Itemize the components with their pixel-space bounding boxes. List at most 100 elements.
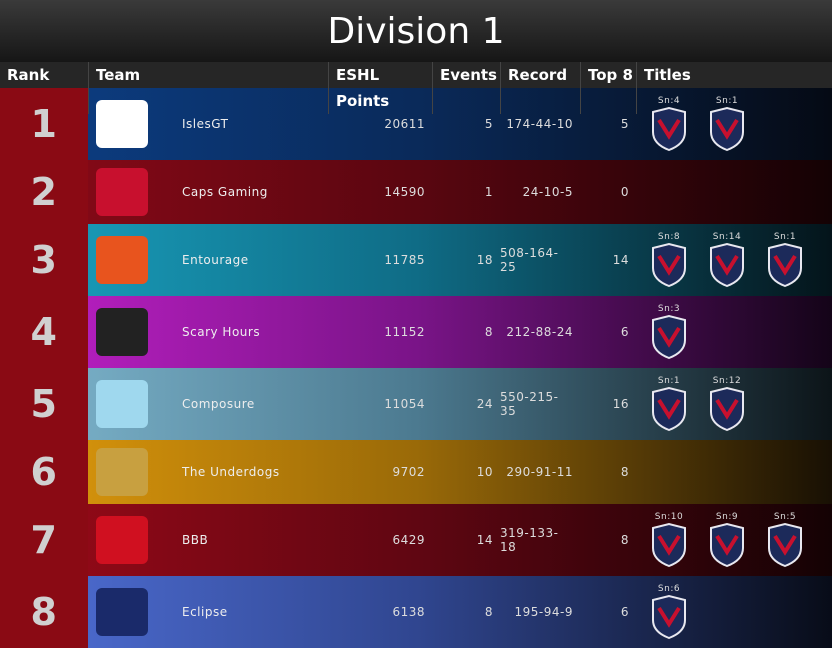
team-name: The Underdogs — [182, 465, 280, 479]
team-row: 2 Caps Gaming 14590 1 24-10-5 0 — [0, 160, 832, 224]
team-row: 3 Entourage 11785 18 508-164-25 14 Sn:8 Sn:14 Sn… — [0, 224, 832, 296]
team-name: Composure — [182, 397, 255, 411]
events: 24 — [476, 397, 493, 411]
eshl-points: 11785 — [384, 253, 425, 267]
team-logo — [96, 236, 148, 284]
team-cell: IslesGT — [88, 88, 328, 160]
titles — [636, 440, 832, 504]
trophy-icon — [710, 106, 744, 152]
record: 195-94-9 — [514, 605, 573, 619]
season-label: Sn:4 — [657, 96, 681, 106]
events: 1 — [484, 185, 493, 199]
team-row: 4 Scary Hours 11152 8 212-88-24 6 Sn:3 — [0, 296, 832, 368]
column-header: Events — [432, 62, 500, 114]
season-label: Sn:9 — [715, 512, 739, 522]
top-8: 5 — [620, 117, 629, 131]
team-name: Caps Gaming — [182, 185, 268, 199]
eshl-points: 6429 — [392, 533, 425, 547]
events: 5 — [484, 117, 493, 131]
team-cell: Caps Gaming — [88, 160, 328, 224]
team-name: IslesGT — [182, 117, 229, 131]
table-body: 1 IslesGT 20611 5 174-44-10 5 Sn:4 Sn:1 2 Caps Ga… — [0, 88, 832, 648]
title-badge: Sn:12 — [700, 376, 754, 432]
eshl-points: 14590 — [384, 185, 425, 199]
title-badge: Sn:1 — [700, 96, 754, 152]
trophy-icon — [652, 594, 686, 640]
trophy-icon — [652, 314, 686, 360]
team-logo — [96, 448, 148, 496]
eshl-points: 9702 — [392, 465, 425, 479]
team-logo — [96, 588, 148, 636]
title-badge: Sn:1 — [758, 232, 812, 288]
events: 14 — [476, 533, 493, 547]
rank: 1 — [0, 88, 88, 160]
titles: Sn:3 — [636, 296, 832, 368]
trophy-icon — [652, 386, 686, 432]
team-logo — [96, 516, 148, 564]
rank: 7 — [0, 504, 88, 576]
eshl-points: 20611 — [384, 117, 425, 131]
trophy-icon — [768, 522, 802, 568]
table-header: Rank Team ESHL Points Events Record Top 8 Titl… — [0, 62, 832, 114]
team-name: Scary Hours — [182, 325, 261, 339]
team-logo — [96, 308, 148, 356]
rank: 5 — [0, 368, 88, 440]
team-cell: Entourage — [88, 224, 328, 296]
team-cell: Eclipse — [88, 576, 328, 648]
season-label: Sn:1 — [715, 96, 739, 106]
rank: 4 — [0, 296, 88, 368]
titles: Sn:8 Sn:14 Sn:1 — [636, 224, 832, 296]
rank: 8 — [0, 576, 88, 648]
title-badge: Sn:4 — [642, 96, 696, 152]
season-label: Sn:6 — [657, 584, 681, 594]
title-badge: Sn:14 — [700, 232, 754, 288]
rank: 6 — [0, 440, 88, 504]
top-8: 6 — [620, 325, 629, 339]
title-badge: Sn:8 — [642, 232, 696, 288]
title-badge: Sn:10 — [642, 512, 696, 568]
title-badge: Sn:1 — [642, 376, 696, 432]
team-cell: Composure — [88, 368, 328, 440]
season-label: Sn:1 — [773, 232, 797, 242]
team-name: Eclipse — [182, 605, 228, 619]
record: 174-44-10 — [506, 117, 573, 131]
titles — [636, 160, 832, 224]
title-badge: Sn:6 — [642, 584, 696, 640]
top-8: 0 — [620, 185, 629, 199]
trophy-icon — [710, 386, 744, 432]
team-cell: Scary Hours — [88, 296, 328, 368]
season-label: Sn:10 — [654, 512, 684, 522]
eshl-points: 11054 — [384, 397, 425, 411]
season-label: Sn:14 — [712, 232, 742, 242]
season-label: Sn:5 — [773, 512, 797, 522]
column-header: Rank — [7, 66, 50, 84]
season-label: Sn:3 — [657, 304, 681, 314]
record: 212-88-24 — [506, 325, 573, 339]
team-cell: BBB — [88, 504, 328, 576]
trophy-icon — [768, 242, 802, 288]
record: 319-133-18 — [500, 526, 559, 554]
team-name: Entourage — [182, 253, 249, 267]
trophy-icon — [710, 242, 744, 288]
titles: Sn:6 — [636, 576, 832, 648]
column-header: Top 8 — [580, 62, 636, 114]
team-logo — [96, 380, 148, 428]
events: 8 — [484, 605, 493, 619]
team-row: 6 The Underdogs 9702 10 290-91-11 8 — [0, 440, 832, 504]
record: 550-215-35 — [500, 390, 559, 418]
column-header: Record — [500, 62, 580, 114]
record: 290-91-11 — [506, 465, 573, 479]
trophy-icon — [652, 242, 686, 288]
team-row: 5 Composure 11054 24 550-215-35 16 Sn:1 Sn:12 — [0, 368, 832, 440]
trophy-icon — [710, 522, 744, 568]
column-header: Titles — [636, 62, 832, 114]
top-8: 8 — [620, 465, 629, 479]
column-header: Team — [88, 62, 328, 114]
title-badge: Sn:3 — [642, 304, 696, 360]
column-header: ESHL Points — [328, 62, 432, 114]
team-logo — [96, 100, 148, 148]
trophy-icon — [652, 106, 686, 152]
team-name: BBB — [182, 533, 209, 547]
team-row: 1 IslesGT 20611 5 174-44-10 5 Sn:4 Sn:1 — [0, 88, 832, 160]
